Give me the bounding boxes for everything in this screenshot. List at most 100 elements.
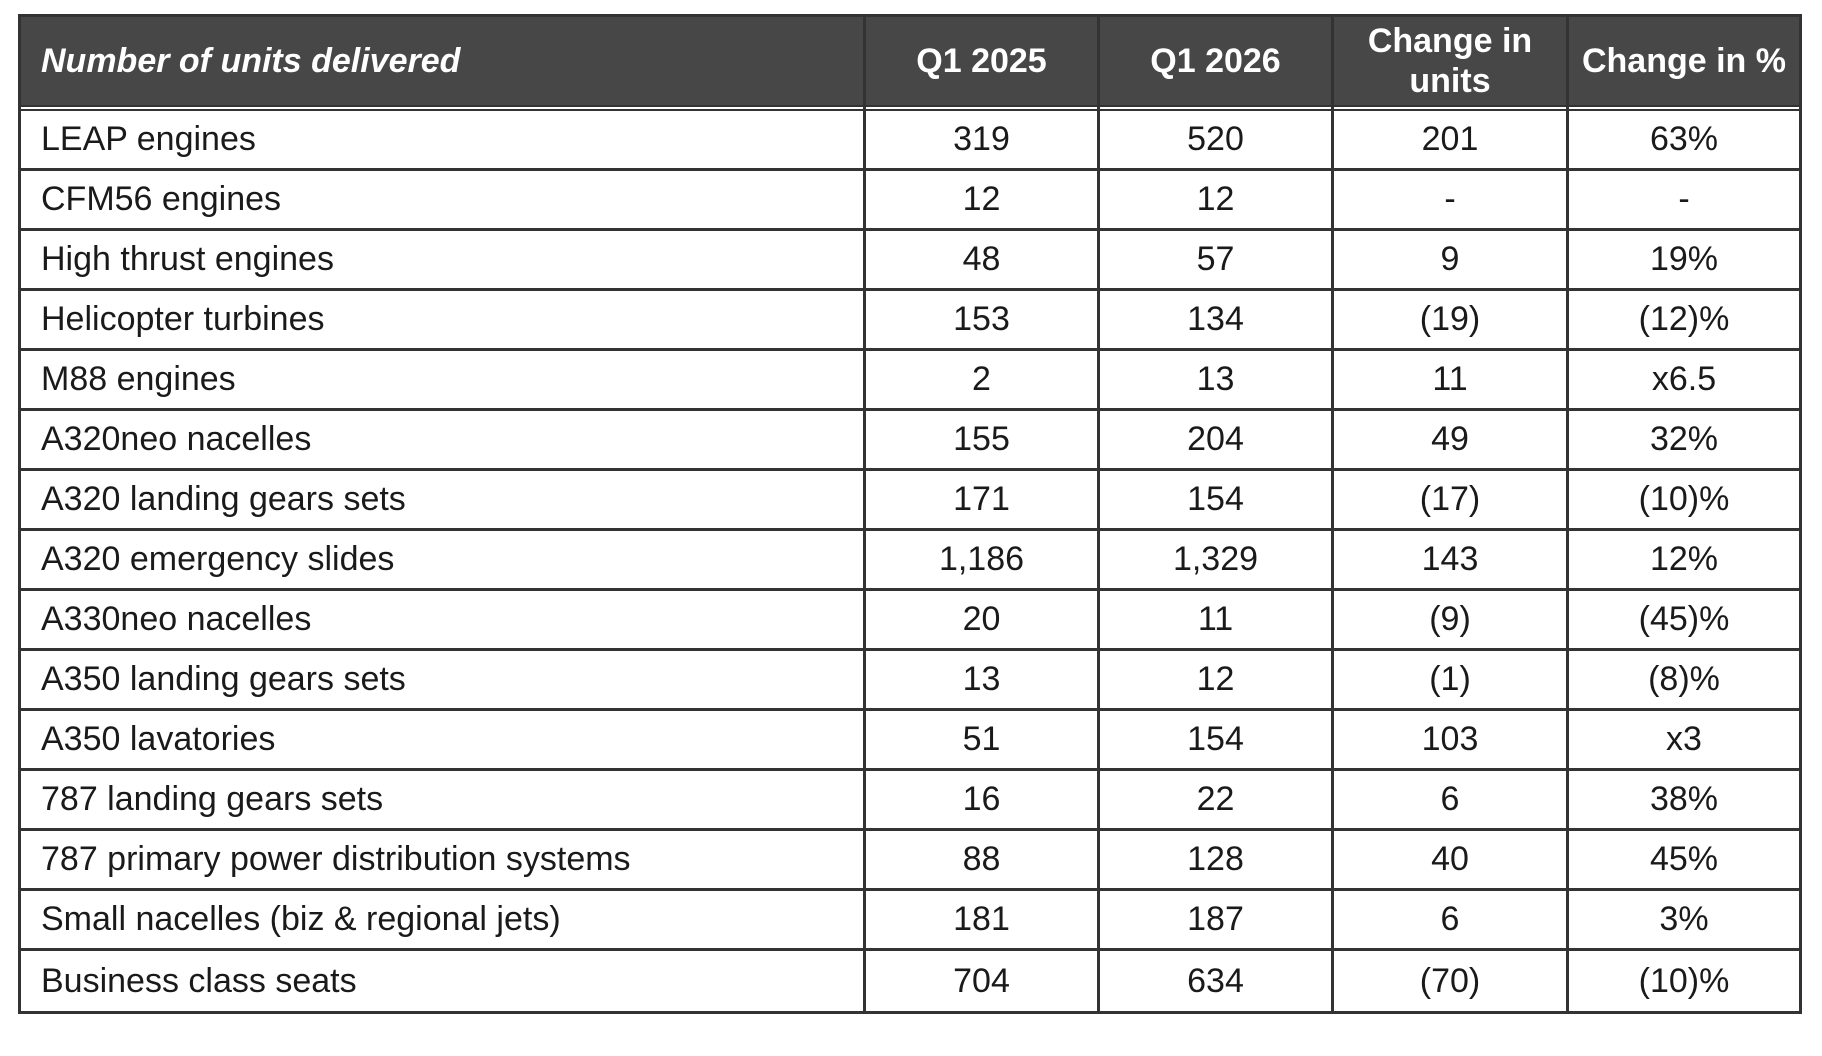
value-cell: 155 — [866, 411, 1100, 471]
value-cell: 19% — [1569, 231, 1799, 291]
table-header: Number of units delivered Q1 2025 Q1 202… — [21, 17, 1799, 107]
value-cell: 12 — [866, 171, 1100, 231]
table-row: Helicopter turbines 153 134 (19) (12)% — [21, 291, 1799, 351]
value-cell: 9 — [1334, 231, 1569, 291]
value-cell: 48 — [866, 231, 1100, 291]
row-label-cell: A350 landing gears sets — [21, 651, 866, 711]
table-row: 787 primary power distribution systems 88… — [21, 831, 1799, 891]
header-gap-row — [21, 107, 1799, 111]
value-cell: (1) — [1334, 651, 1569, 711]
row-label-cell: Helicopter turbines — [21, 291, 866, 351]
value-cell: (12)% — [1569, 291, 1799, 351]
value-cell: 13 — [866, 651, 1100, 711]
value-cell: 11 — [1100, 591, 1334, 651]
value-cell: 88 — [866, 831, 1100, 891]
value-cell: 154 — [1100, 471, 1334, 531]
value-cell: 1,329 — [1100, 531, 1334, 591]
value-cell: 20 — [866, 591, 1100, 651]
value-cell: 32% — [1569, 411, 1799, 471]
row-label-cell: A320 emergency slides — [21, 531, 866, 591]
header-row: Number of units delivered Q1 2025 Q1 202… — [21, 17, 1799, 107]
value-cell: 16 — [866, 771, 1100, 831]
value-cell: (10)% — [1569, 471, 1799, 531]
value-cell: - — [1334, 171, 1569, 231]
header-gap-cell — [21, 107, 866, 111]
value-cell: 6 — [1334, 771, 1569, 831]
table-row: Small nacelles (biz & regional jets) 181 1… — [21, 891, 1799, 951]
row-label-cell: A350 lavatories — [21, 711, 866, 771]
value-cell: (17) — [1334, 471, 1569, 531]
value-cell: 57 — [1100, 231, 1334, 291]
value-cell: 2 — [866, 351, 1100, 411]
value-cell: 704 — [866, 951, 1100, 1011]
row-label-cell: 787 primary power distribution systems — [21, 831, 866, 891]
value-cell: 6 — [1334, 891, 1569, 951]
value-cell: 143 — [1334, 531, 1569, 591]
value-cell: 40 — [1334, 831, 1569, 891]
header-gap-cell — [1100, 107, 1334, 111]
value-cell: (70) — [1334, 951, 1569, 1011]
value-cell: x3 — [1569, 711, 1799, 771]
value-cell: 201 — [1334, 111, 1569, 171]
row-label-cell: High thrust engines — [21, 231, 866, 291]
row-label-cell: CFM56 engines — [21, 171, 866, 231]
row-label-cell: Small nacelles (biz & regional jets) — [21, 891, 866, 951]
value-cell: 153 — [866, 291, 1100, 351]
header-gap-cell — [1569, 107, 1799, 111]
header-change-in-units: Change in units — [1334, 17, 1569, 107]
value-cell: 12 — [1100, 171, 1334, 231]
value-cell: 319 — [866, 111, 1100, 171]
table-row: 787 landing gears sets 16 22 6 38% — [21, 771, 1799, 831]
table-row: A350 landing gears sets 13 12 (1) (8)% — [21, 651, 1799, 711]
value-cell: 49 — [1334, 411, 1569, 471]
table-row: High thrust engines 48 57 9 19% — [21, 231, 1799, 291]
value-cell: (10)% — [1569, 951, 1799, 1011]
table-row: A350 lavatories 51 154 103 x3 — [21, 711, 1799, 771]
value-cell: 520 — [1100, 111, 1334, 171]
row-label-cell: Business class seats — [21, 951, 866, 1011]
row-label-cell: A320neo nacelles — [21, 411, 866, 471]
value-cell: 63% — [1569, 111, 1799, 171]
value-cell: 11 — [1334, 351, 1569, 411]
row-label-cell: LEAP engines — [21, 111, 866, 171]
value-cell: 128 — [1100, 831, 1334, 891]
value-cell: 181 — [866, 891, 1100, 951]
table-row: A320 emergency slides 1,186 1,329 143 12% — [21, 531, 1799, 591]
value-cell: (8)% — [1569, 651, 1799, 711]
table-row: M88 engines 2 13 11 x6.5 — [21, 351, 1799, 411]
value-cell: 12 — [1100, 651, 1334, 711]
value-cell: x6.5 — [1569, 351, 1799, 411]
value-cell: 22 — [1100, 771, 1334, 831]
value-cell: (19) — [1334, 291, 1569, 351]
value-cell: 12% — [1569, 531, 1799, 591]
table-row: LEAP engines 319 520 201 63% — [21, 111, 1799, 171]
value-cell: 204 — [1100, 411, 1334, 471]
header-q1-2025: Q1 2025 — [866, 17, 1100, 107]
value-cell: 187 — [1100, 891, 1334, 951]
value-cell: (9) — [1334, 591, 1569, 651]
table-row: A330neo nacelles 20 11 (9) (45)% — [21, 591, 1799, 651]
value-cell: 103 — [1334, 711, 1569, 771]
value-cell: (45)% — [1569, 591, 1799, 651]
header-change-in-percent: Change in % — [1569, 17, 1799, 107]
value-cell: 45% — [1569, 831, 1799, 891]
row-label-cell: A330neo nacelles — [21, 591, 866, 651]
header-q1-2026: Q1 2026 — [1100, 17, 1334, 107]
table-body: LEAP engines 319 520 201 63% CFM56 engines 12 1… — [21, 107, 1799, 1011]
value-cell: 3% — [1569, 891, 1799, 951]
table-row: Business class seats 704 634 (70) (10)% — [21, 951, 1799, 1011]
table-row: A320 landing gears sets 171 154 (17) (10)% — [21, 471, 1799, 531]
value-cell: 13 — [1100, 351, 1334, 411]
header-title-cell: Number of units delivered — [21, 17, 866, 107]
row-label-cell: 787 landing gears sets — [21, 771, 866, 831]
row-label-cell: M88 engines — [21, 351, 866, 411]
header-gap-cell — [1334, 107, 1569, 111]
value-cell: 134 — [1100, 291, 1334, 351]
units-delivered-table: Number of units delivered Q1 2025 Q1 202… — [18, 14, 1802, 1014]
value-cell: - — [1569, 171, 1799, 231]
value-cell: 171 — [866, 471, 1100, 531]
row-label-cell: A320 landing gears sets — [21, 471, 866, 531]
value-cell: 634 — [1100, 951, 1334, 1011]
table-row: A320neo nacelles 155 204 49 32% — [21, 411, 1799, 471]
